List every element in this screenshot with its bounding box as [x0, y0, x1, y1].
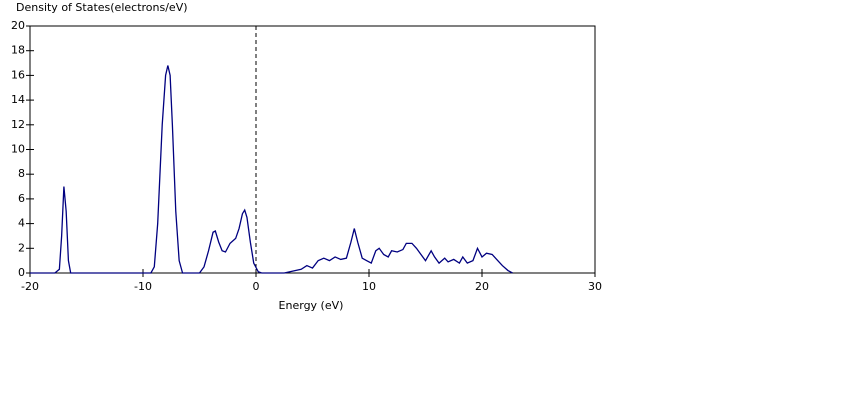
y-tick-label: 12	[11, 118, 25, 131]
dos-line	[30, 65, 513, 274]
y-tick-label: 10	[11, 143, 25, 156]
x-tick-label: -20	[21, 280, 39, 293]
y-tick-label: 0	[18, 266, 25, 279]
y-tick-label: 14	[11, 93, 25, 106]
x-tick-label: 0	[253, 280, 260, 293]
y-tick-label: 18	[11, 44, 25, 57]
x-tick-label: 20	[475, 280, 489, 293]
plot-frame	[29, 25, 596, 274]
y-tick-label: 2	[18, 241, 25, 254]
x-tick-label: -10	[134, 280, 152, 293]
x-axis-title: Energy (eV)	[279, 299, 344, 312]
y-tick-label: 8	[18, 167, 25, 180]
y-tick-label: 4	[18, 217, 25, 230]
y-axis-title: Density of States(electrons/eV)	[16, 1, 188, 14]
y-tick-label: 16	[11, 68, 25, 81]
x-tick-label: 30	[588, 280, 602, 293]
x-tick-label: 10	[362, 280, 376, 293]
y-tick-label: 20	[11, 19, 25, 32]
y-tick-label: 6	[18, 192, 25, 205]
